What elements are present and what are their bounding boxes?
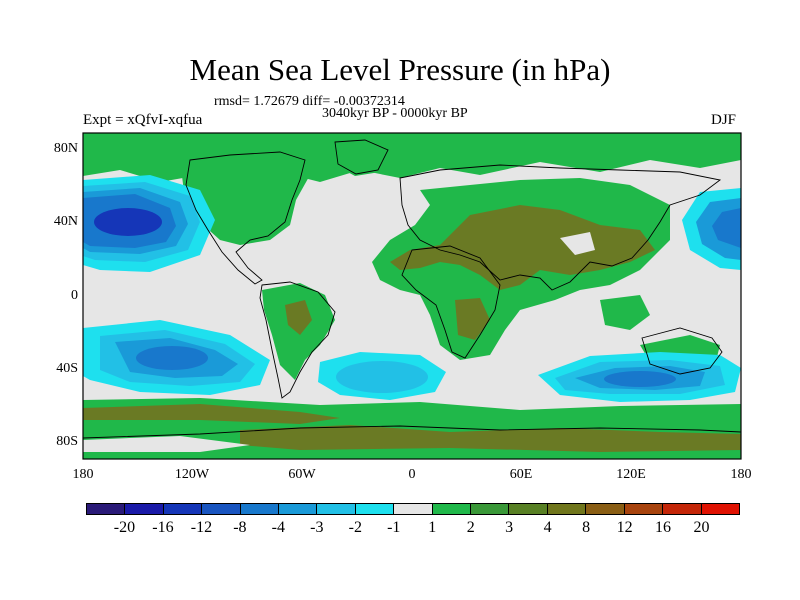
tibet-light (560, 232, 595, 255)
lat-label-80s: 80S (56, 434, 78, 449)
lat-label-40s: 40S (56, 361, 78, 376)
africa-olive (455, 298, 490, 340)
lon-label-60e: 60E (509, 467, 533, 482)
colorbar-label: 12 (616, 519, 633, 536)
colorbar-swatch (163, 504, 203, 514)
colorbar-swatch (471, 504, 510, 514)
lat-label-80n: 80N (53, 141, 78, 156)
colorbar-label: -12 (190, 519, 213, 536)
colorbar-label: -16 (152, 519, 174, 536)
experiment-label: Expt = xQfvI-xqfua (83, 112, 203, 128)
colorbar-label: 3 (505, 519, 514, 536)
stats-line: rmsd= 1.72679 diff= -0.00372314 (214, 94, 405, 109)
colorbar-label: -3 (310, 519, 324, 536)
coast-north-america (185, 151, 306, 285)
colorbar-swatch (202, 504, 241, 514)
colorbar-label: 16 (655, 519, 672, 536)
coast-europe-asia (399, 164, 722, 291)
colorbar-swatch (87, 504, 126, 514)
colorbar (86, 503, 740, 515)
north-pacific-core (94, 208, 162, 236)
asia-olive (390, 205, 655, 290)
colorbar-label: 4 (543, 519, 552, 536)
south-atlantic-lightblue (336, 361, 428, 393)
lon-label-60w: 60W (288, 467, 316, 482)
colorbar-swatch (624, 504, 664, 514)
colorbar-label: 20 (693, 519, 710, 536)
colorbar-swatch (547, 504, 587, 514)
lat-label-40n: 40N (53, 214, 78, 229)
colorbar-swatch (663, 504, 702, 514)
coast-antarctica (83, 425, 741, 439)
greenland-green (330, 138, 390, 176)
map-frame (82, 132, 742, 460)
lat-label-0: 0 (71, 288, 78, 303)
colorbar-label: 2 (466, 519, 475, 536)
colorbar-swatch (125, 504, 164, 514)
north-pacific-east-blue (712, 208, 741, 248)
colorbar-swatch (586, 504, 625, 514)
map-title: Mean Sea Level Pressure (in hPa) (189, 52, 611, 87)
indian-ocean-core (604, 371, 676, 387)
colorbar-swatch (355, 504, 395, 514)
colorbar-label: -20 (113, 519, 136, 536)
lon-label-120w: 120W (174, 467, 210, 482)
colorbar-swatch (432, 504, 472, 514)
lon-label-180w: 180 (72, 467, 94, 482)
period-label: 3040kyr BP - 0000kyr BP (322, 106, 468, 121)
antarctica-olive (240, 425, 741, 452)
lon-label-120e: 120E (616, 467, 646, 482)
lon-label-0: 0 (408, 467, 416, 482)
colorbar-label: -8 (233, 519, 247, 536)
antarctica-light (83, 436, 250, 452)
lon-label-180e: 180 (730, 467, 752, 482)
seasia-green (600, 295, 650, 330)
coastlines (83, 139, 741, 439)
colorbar-label: 1 (428, 519, 437, 536)
season-label: DJF (711, 112, 737, 128)
coast-south-america (259, 281, 336, 399)
colorbar-label: -4 (271, 519, 285, 536)
coast-greenland (334, 139, 389, 175)
colorbar-swatch (317, 504, 356, 514)
colorbar-swatch (279, 504, 318, 514)
colorbar-label: -1 (387, 519, 401, 536)
colorbar-swatch (509, 504, 548, 514)
south-america-olive (285, 300, 312, 335)
colorbar-swatch (394, 504, 433, 514)
colorbar-label: 8 (582, 519, 591, 536)
colorbar-label: -2 (348, 519, 362, 536)
southern-ocean-olive (83, 404, 340, 424)
south-pacific-core (136, 346, 208, 370)
coast-australia (641, 327, 723, 375)
colorbar-swatch (701, 504, 739, 514)
coast-africa (401, 245, 501, 359)
colorbar-swatch (240, 504, 280, 514)
